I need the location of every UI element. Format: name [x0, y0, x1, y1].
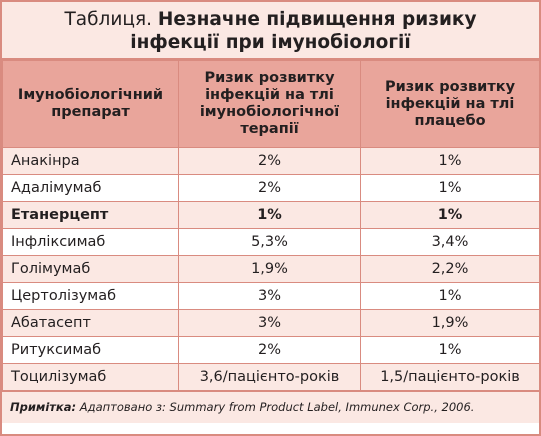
risk-cell: 1,9%	[178, 255, 361, 283]
risk-cell: 1%	[360, 201, 540, 229]
header-cell: Імунобіологічний препарат	[2, 60, 179, 148]
risk-cell: 2%	[178, 174, 361, 202]
risk-cell: 1%	[360, 336, 540, 364]
risk-cell: 3%	[178, 282, 361, 310]
table-row: Етанерцепт 1% 1%	[2, 201, 540, 229]
note-label: Примітка:	[10, 400, 77, 414]
title: Таблиця. Незначне підвищення ризику інфе…	[2, 2, 539, 60]
risk-cell: 3,4%	[360, 228, 540, 256]
table-row: Ритуксимаб 2% 1%	[2, 336, 540, 364]
drug-cell: Етанерцепт	[2, 201, 179, 229]
risk-cell: 1%	[360, 147, 540, 175]
risk-cell: 1%	[178, 201, 361, 229]
risk-cell: 2%	[178, 147, 361, 175]
drug-cell: Тоцилізумаб	[2, 363, 179, 391]
drug-cell: Ритуксимаб	[2, 336, 179, 364]
risk-cell: 1%	[360, 282, 540, 310]
drug-cell: Інфліксимаб	[2, 228, 179, 256]
risk-cell: 3%	[178, 309, 361, 337]
header-cell: Ризик розвитку інфекцій на тлі імунобіол…	[178, 60, 361, 148]
note-text: Адаптовано з: Summary from Product Label…	[79, 400, 475, 414]
risk-cell: 5,3%	[178, 228, 361, 256]
table-row: Цертолізумаб 3% 1%	[2, 282, 540, 310]
risk-cell: 3,6/пацієнто-років	[178, 363, 361, 391]
risk-cell: 1,9%	[360, 309, 540, 337]
table-row: Анакінра 2% 1%	[2, 147, 540, 175]
drug-cell: Анакінра	[2, 147, 179, 175]
table-body: Анакінра 2% 1% Адалімумаб 2% 1% Етанерцепт 1% 1%…	[2, 147, 540, 391]
title-main: Незначне підвищення ризику інфекції при …	[130, 9, 477, 53]
risk-cell: 2,2%	[360, 255, 540, 283]
table-row: Інфліксимаб 5,3% 3,4%	[2, 228, 540, 256]
table-row: Абатасепт 3% 1,9%	[2, 309, 540, 337]
table-row: Голімумаб 1,9% 2,2%	[2, 255, 540, 283]
drug-cell: Цертолізумаб	[2, 282, 179, 310]
table: Імунобіологічний препарат Ризик розвитку …	[2, 60, 540, 391]
drug-cell: Адалімумаб	[2, 174, 179, 202]
header-cell: Ризик розвитку інфекцій на тлі плацебо	[360, 60, 540, 148]
drug-cell: Абатасепт	[2, 309, 179, 337]
title-prefix: Таблиця.	[64, 9, 152, 30]
table-row: Тоцилізумаб 3,6/пацієнто-років 1,5/пацієнт…	[2, 363, 540, 391]
note: Примітка: Адаптовано з: Summary from Pro…	[2, 391, 539, 423]
drug-cell: Голімумаб	[2, 255, 179, 283]
risk-cell: 2%	[178, 336, 361, 364]
risk-cell: 1,5/пацієнто-років	[360, 363, 540, 391]
header-row: Імунобіологічний препарат Ризик розвитку …	[2, 60, 540, 148]
risk-cell: 1%	[360, 174, 540, 202]
table-row: Адалімумаб 2% 1%	[2, 174, 540, 202]
